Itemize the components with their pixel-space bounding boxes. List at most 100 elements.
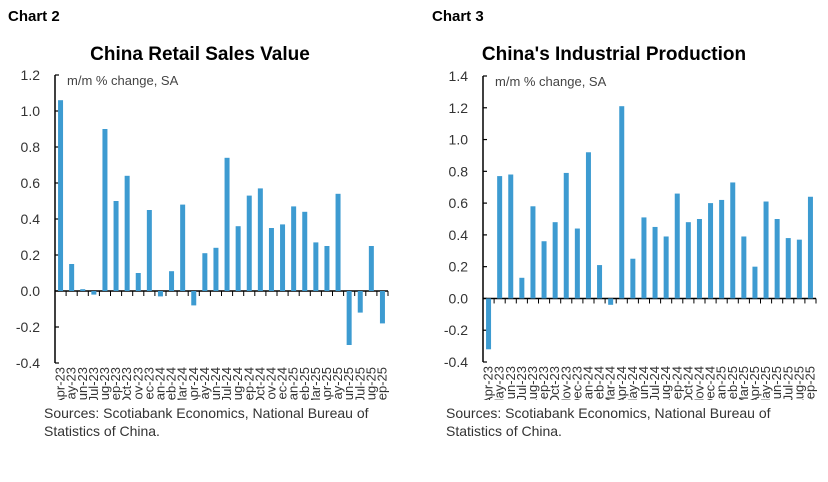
x-tick-label: Jul-24	[647, 366, 662, 400]
bar-Mar-24	[608, 298, 614, 305]
x-tick-label: May-23	[64, 367, 79, 400]
x-tick-label: Jul-23	[514, 366, 529, 400]
bar-May-23	[69, 264, 75, 291]
x-tick-label: Dec-24	[703, 366, 718, 400]
chart-3-source: Sources: Scotiabank Economics, National …	[446, 405, 771, 439]
x-tick-label: Jan-24	[152, 367, 167, 400]
bar-Aug-23	[102, 129, 108, 291]
y-tick-label: -0.4	[16, 355, 40, 371]
x-tick-label: Sep-25	[802, 366, 817, 400]
x-tick-label: Aug-25	[363, 367, 378, 400]
x-tick-label: Feb-25	[725, 366, 740, 400]
x-tick-label: Nov-23	[558, 366, 573, 400]
y-tick-label: -0.2	[444, 322, 468, 338]
bar-Dec-24	[280, 224, 286, 291]
y-tick-label: 0.8	[449, 163, 469, 179]
unit-note: m/m % change, SA	[67, 73, 179, 88]
y-tick-label: -0.2	[16, 319, 40, 335]
x-tick-label: Sep-23	[108, 367, 123, 400]
bar-Nov-23	[563, 172, 569, 299]
x-tick-label: Nov-23	[130, 367, 145, 400]
unit-note: m/m % change, SA	[495, 74, 607, 89]
x-tick-label: Jan-25	[714, 366, 729, 400]
x-tick-label: Apr-24	[186, 367, 201, 400]
retail-sales-chart: China Retail Sales Value m/m % change, SA…	[16, 44, 390, 400]
bar-Jan-25	[719, 199, 725, 299]
y-tick-label: 0.6	[449, 195, 469, 211]
x-tick-label: Apr-24	[614, 366, 629, 400]
x-tick-label: Dec-23	[569, 366, 584, 400]
bar-Oct-23	[552, 222, 558, 299]
bar-Dec-23	[146, 210, 152, 291]
x-tick-label: Mar-24	[175, 367, 190, 400]
bar-Oct-23	[124, 175, 130, 291]
x-tick-label: Nov-24	[263, 367, 278, 400]
bar-Aug-25	[796, 239, 802, 299]
bar-Apr-23	[58, 100, 64, 291]
bar-Jun-24	[641, 217, 647, 299]
x-tick-label: Apr-25	[747, 366, 762, 400]
y-tick-label: 0.2	[449, 259, 469, 275]
x-tick-label: May-23	[492, 366, 507, 400]
x-tick-label: Apr-23	[53, 367, 68, 400]
y-tick-label: 1.0	[21, 103, 41, 119]
bar-Aug-23	[530, 206, 536, 299]
bar-Jul-25	[785, 238, 791, 299]
bar-Dec-23	[574, 228, 580, 299]
x-tick-label: Dec-23	[141, 367, 156, 400]
x-tick-label: Feb-24	[164, 367, 179, 400]
y-tick-label: 1.0	[449, 132, 469, 148]
bar-Apr-24	[191, 291, 197, 306]
bar-Jan-25	[291, 206, 297, 291]
bar-Jun-23	[80, 289, 86, 291]
x-tick-label: Dec-24	[275, 367, 290, 400]
x-tick-label: Jan-25	[286, 367, 301, 400]
x-tick-label: Jun-24	[636, 366, 651, 400]
y-tick-label: 1.2	[449, 100, 469, 116]
bar-Jul-24	[652, 226, 658, 299]
bar-Oct-24	[257, 188, 263, 291]
x-tick-label: May-25	[758, 366, 773, 400]
y-tick-label: 1.4	[449, 68, 469, 84]
x-tick-label: Jun-23	[503, 366, 518, 400]
chart-3-label: Chart 3	[432, 8, 484, 25]
bar-Sep-24	[246, 195, 252, 291]
x-tick-label: Mar-24	[603, 366, 618, 400]
bar-Jul-25	[357, 291, 363, 313]
x-tick-label: Oct-23	[547, 366, 562, 400]
bar-Sep-25	[807, 196, 813, 299]
bar-Nov-23	[135, 273, 141, 291]
x-tick-label: Jan-24	[580, 366, 595, 400]
x-tick-label: Aug-23	[97, 367, 112, 400]
x-tick-label: Feb-25	[297, 367, 312, 400]
x-tick-label: May-24	[625, 366, 640, 400]
x-tick-label: Sep-23	[536, 366, 551, 400]
x-tick-label: Jul-23	[86, 367, 101, 400]
bar-Sep-23	[113, 201, 119, 291]
bar-Apr-25	[752, 266, 758, 299]
x-tick-label: Mar-25	[308, 367, 323, 400]
x-tick-label: Feb-24	[592, 366, 607, 400]
x-tick-label: Aug-24	[230, 367, 245, 400]
bar-Oct-24	[685, 222, 691, 299]
x-tick-label: Jul-25	[780, 366, 795, 400]
y-tick-label: 0.0	[21, 283, 41, 299]
x-tick-label: Sep-24	[669, 366, 684, 400]
bar-Dec-24	[708, 203, 714, 299]
y-tick-label: -0.4	[444, 354, 468, 370]
bar-Mar-24	[180, 204, 186, 291]
bar-Jun-23	[508, 174, 514, 299]
bar-Sep-24	[674, 193, 680, 299]
x-tick-label: Apr-25	[319, 367, 334, 400]
x-tick-label: Apr-23	[481, 366, 496, 400]
bar-Apr-25	[324, 246, 330, 291]
x-tick-label: May-25	[330, 367, 345, 400]
bar-Aug-25	[368, 246, 374, 291]
bar-Jul-23	[519, 277, 525, 299]
bar-Mar-25	[741, 236, 747, 299]
bar-Jan-24	[585, 152, 591, 299]
x-tick-label: Jun-25	[769, 366, 784, 400]
x-tick-label: Aug-23	[525, 366, 540, 400]
x-tick-label: Oct-24	[252, 367, 267, 400]
